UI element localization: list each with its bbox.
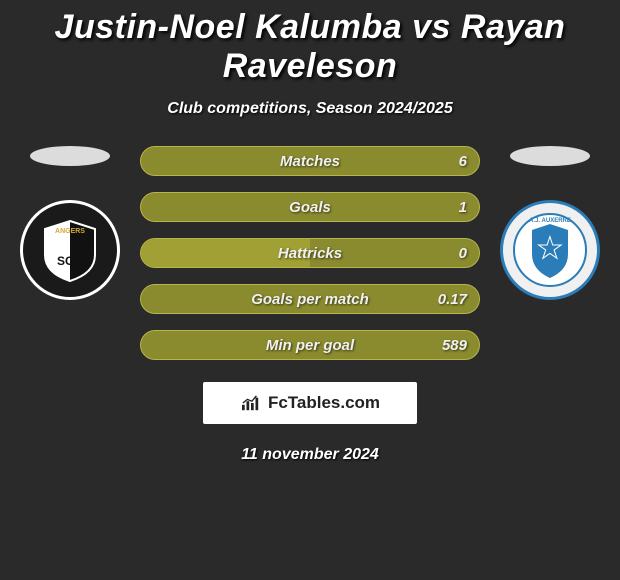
stat-value-right: 1 [459,199,467,216]
chart-icon [240,394,262,412]
stat-row: Matches 6 [140,146,480,176]
player-left-column: ANGERS SCO [10,146,130,300]
footer-date: 11 november 2024 [0,446,620,464]
player-right-head-placeholder [510,146,590,166]
stat-value-right: 0 [459,245,467,262]
stat-row: Goals per match 0.17 [140,284,480,314]
svg-text:SCO: SCO [57,254,83,268]
club-badge-left: ANGERS SCO [20,200,120,300]
stat-row: Goals 1 [140,192,480,222]
stats-column: Matches 6 Goals 1 Hattricks 0 Goals per match 0… [140,146,480,360]
stat-label: Hattricks [278,245,342,262]
stat-value-right: 589 [442,337,467,354]
stat-label: Min per goal [266,337,354,354]
watermark: FcTables.com [203,382,417,424]
page-title: Justin-Noel Kalumba vs Rayan Raveleson [0,0,620,86]
player-right-column: A.J. AUXERRE [490,146,610,300]
stat-label: Matches [280,153,340,170]
stat-value-right: 0.17 [438,291,467,308]
stat-row: Hattricks 0 [140,238,480,268]
svg-text:A.J. AUXERRE: A.J. AUXERRE [529,218,571,224]
stat-value-right: 6 [459,153,467,170]
club-badge-right: A.J. AUXERRE [500,200,600,300]
stat-label: Goals [289,199,331,216]
auxerre-crest-icon: A.J. AUXERRE [510,210,590,290]
watermark-text: FcTables.com [268,393,380,413]
angers-shield-icon: ANGERS SCO [35,215,105,285]
svg-text:ANGERS: ANGERS [55,228,85,235]
player-left-head-placeholder [30,146,110,166]
stat-label: Goals per match [251,291,369,308]
page-subtitle: Club competitions, Season 2024/2025 [0,100,620,118]
comparison-row: ANGERS SCO Matches 6 Goals 1 Hattricks 0 Goals… [0,146,620,360]
stat-row: Min per goal 589 [140,330,480,360]
